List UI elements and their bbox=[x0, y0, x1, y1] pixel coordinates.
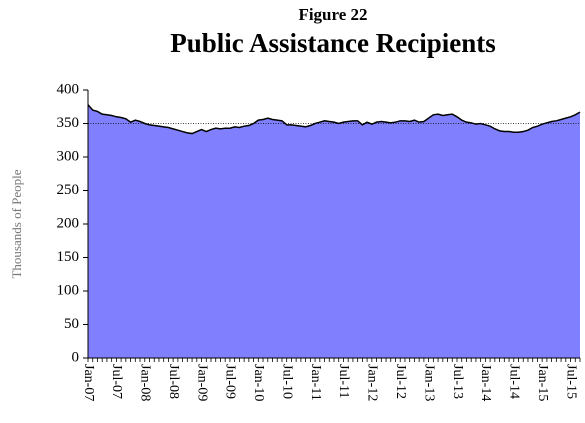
y-tick-label: 350 bbox=[57, 115, 80, 131]
x-tick-label: Jul-11 bbox=[336, 364, 351, 398]
x-tick-label: Jan-09 bbox=[194, 364, 209, 401]
x-tick-label: Jan-14 bbox=[478, 364, 493, 401]
y-tick-label: 300 bbox=[57, 148, 80, 164]
x-tick-label: Jan-10 bbox=[251, 364, 266, 401]
x-tick-label: Jan-08 bbox=[138, 364, 153, 401]
x-tick-label: Jul-12 bbox=[393, 364, 408, 399]
area bbox=[88, 104, 580, 359]
x-tick-label: Jul-08 bbox=[166, 364, 181, 399]
x-tick-label: Jan-15 bbox=[535, 364, 550, 401]
x-tick-label: Jan-11 bbox=[308, 364, 323, 401]
y-tick-label: 100 bbox=[57, 282, 80, 298]
line bbox=[87, 104, 581, 135]
x-tick-label: Jul-13 bbox=[450, 364, 465, 399]
chart-title: Public Assistance Recipients bbox=[170, 28, 496, 58]
y-tick-label: 200 bbox=[57, 215, 80, 231]
figure-label: Figure 22 bbox=[298, 5, 367, 24]
x-tick-label: Jan-12 bbox=[365, 364, 380, 401]
y-tick-label: 50 bbox=[64, 316, 79, 332]
x-tick-label: Jan-07 bbox=[81, 364, 96, 401]
y-tick-label: 250 bbox=[57, 182, 80, 198]
x-tick-label: Jul-15 bbox=[563, 364, 578, 399]
y-tick-label: 400 bbox=[57, 81, 80, 97]
x-tick-label: Jul-09 bbox=[223, 364, 238, 399]
x-tick-label: Jan-13 bbox=[421, 364, 436, 401]
y-tick-label: 150 bbox=[57, 249, 80, 265]
y-tick-label: 0 bbox=[72, 349, 80, 365]
x-tick-label: Jul-07 bbox=[109, 364, 124, 399]
y-axis-label: Thousands of People bbox=[9, 169, 24, 278]
x-tick-label: Jul-14 bbox=[507, 364, 522, 399]
x-tick-label: Jul-10 bbox=[279, 364, 294, 399]
